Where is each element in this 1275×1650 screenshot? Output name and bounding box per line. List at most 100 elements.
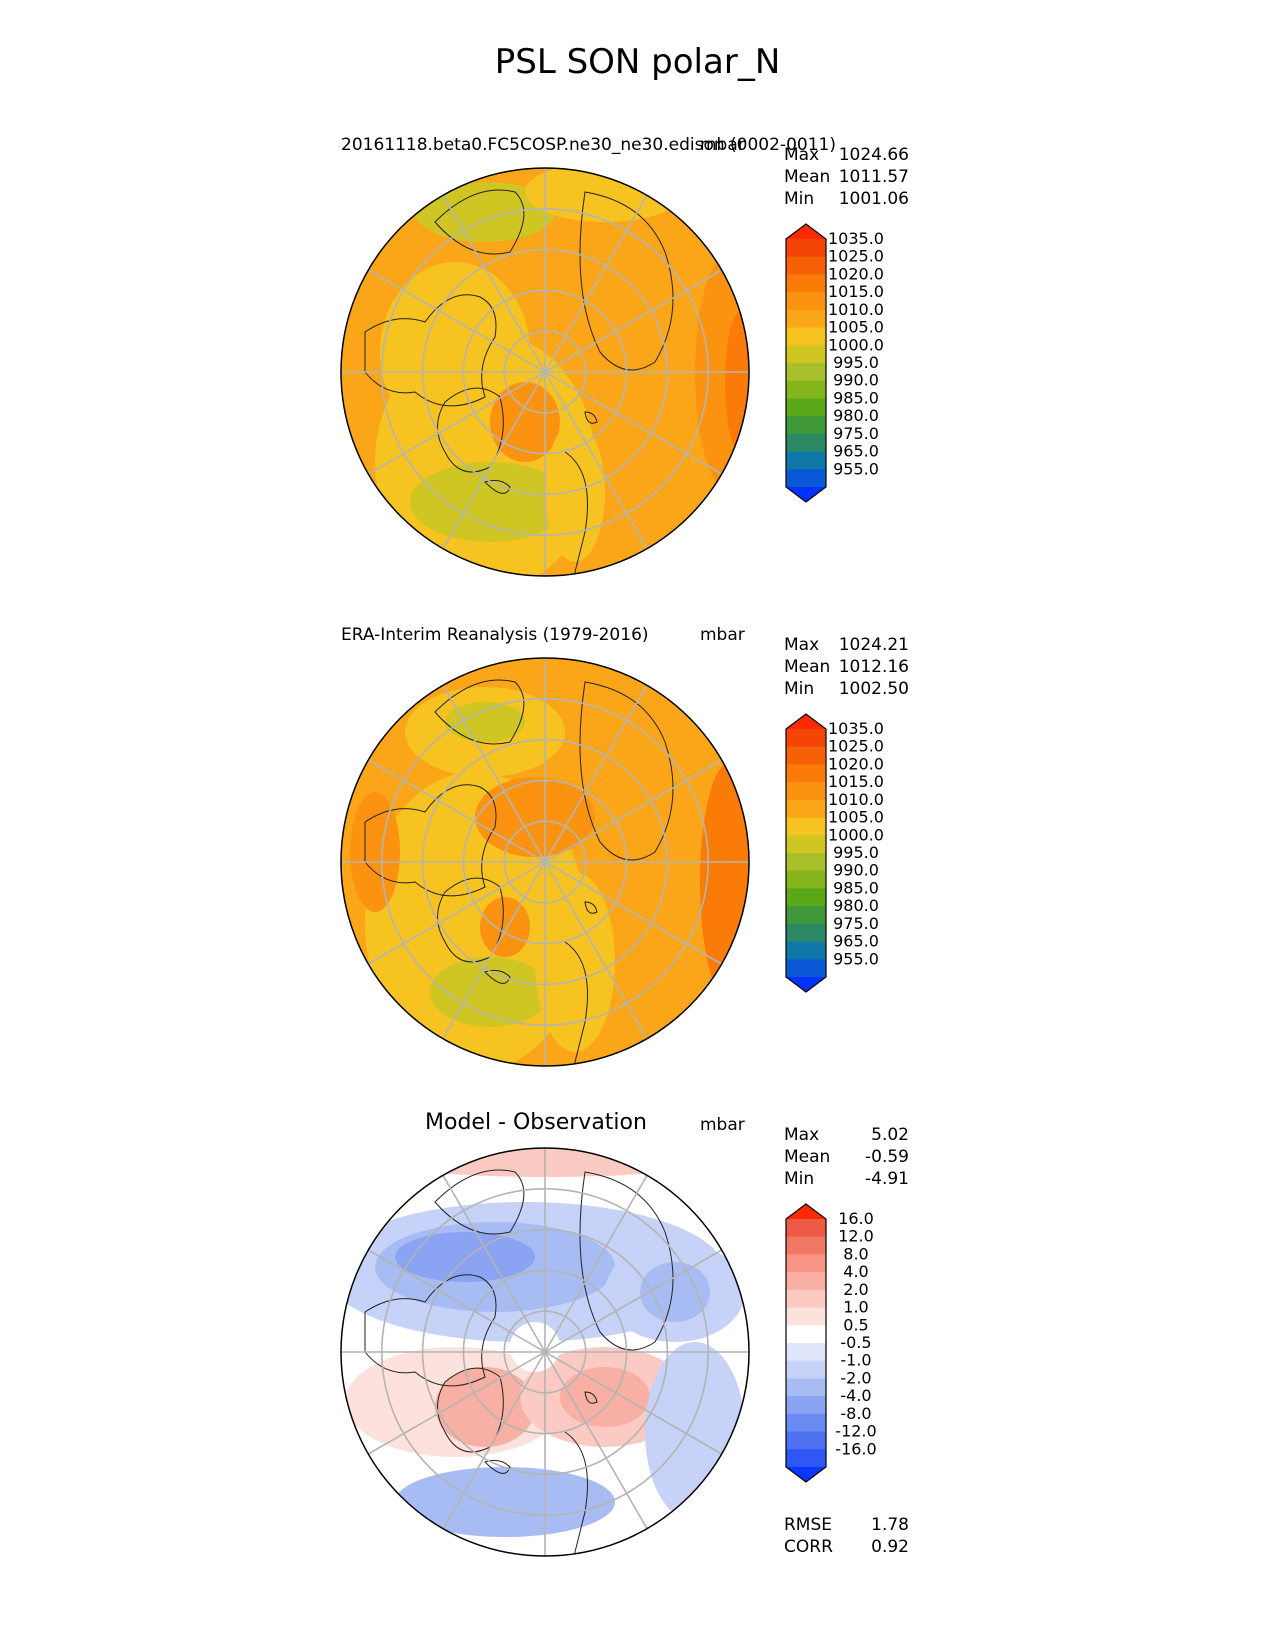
- difference-stats: Max 5.02 Mean -0.59 Min -4.91: [784, 1124, 909, 1190]
- difference-colorbar: -16.0-12.0-8.0-4.0-2.0-1.0-0.50.51.02.04…: [785, 1203, 877, 1483]
- colorbar-segment: [786, 380, 826, 399]
- colorbar-tick-label: 1035.0: [828, 719, 884, 738]
- colorbar-tick-label: 980.0: [833, 896, 879, 915]
- coastline-path: [564, 941, 588, 1066]
- model-panel-units: mbar: [700, 135, 745, 155]
- colorbar-segment: [786, 256, 826, 275]
- contour-region: [490, 382, 560, 462]
- map-boundary: [340, 1147, 750, 1557]
- observation-map: [340, 657, 750, 1067]
- colorbar-segment: [786, 398, 826, 417]
- colorbar-tick-label: 0.5: [843, 1315, 868, 1334]
- stat-max-label: Max: [784, 145, 820, 165]
- colorbar-tick-label: 1010.0: [828, 300, 884, 319]
- colorbar-outline: [785, 1203, 827, 1483]
- colorbar-segment: [786, 764, 826, 783]
- colorbar-segment: [786, 835, 826, 854]
- colorbar-segment: [786, 1254, 826, 1273]
- map-boundary: [340, 657, 750, 1067]
- colorbar-segment: [786, 1289, 826, 1309]
- colorbar-tick-label: 1025.0: [828, 737, 884, 756]
- stat-mean-label: Mean: [784, 1147, 831, 1167]
- colorbar-extend-max: [786, 224, 826, 239]
- contour-region: [545, 422, 605, 562]
- metric-corr-value: 0.92: [871, 1537, 909, 1557]
- colorbar-tick-label: 1005.0: [828, 318, 884, 337]
- map-boundary: [340, 167, 750, 577]
- colorbar-segment: [786, 817, 826, 836]
- contour-region: [640, 1262, 710, 1322]
- colorbar-extend-min: [786, 977, 826, 992]
- stat-min-value: 1001.06: [838, 189, 909, 209]
- metric-rmse-value: 1.78: [871, 1515, 909, 1535]
- contour-region: [445, 702, 525, 742]
- stat-max-value: 1024.21: [838, 635, 909, 655]
- observation-panel-title: ERA-Interim Reanalysis (1979-2016): [341, 625, 649, 645]
- observation-panel-units: mbar: [700, 625, 745, 645]
- coastline-path: [579, 681, 674, 861]
- colorbar-tick-label: -12.0: [835, 1422, 876, 1441]
- colorbar-extend-min: [786, 487, 826, 502]
- colorbar-segment: [786, 959, 826, 978]
- colorbar-segment: [786, 1307, 826, 1326]
- stat-min-value: -4.91: [865, 1169, 909, 1189]
- colorbar-tick-label: 990.0: [833, 371, 879, 390]
- colorbar-segment: [786, 1396, 826, 1415]
- stat-mean-value: 1011.57: [838, 167, 909, 187]
- colorbar-tick-label: 1005.0: [828, 808, 884, 827]
- coastlines: [364, 679, 674, 1066]
- stat-min-value: 1002.50: [838, 679, 909, 699]
- stat-max-label: Max: [784, 635, 820, 655]
- figure-title: PSL SON polar_N: [494, 42, 781, 82]
- colorbar-segment: [786, 941, 826, 960]
- difference-panel-title: Model - Observation: [425, 1110, 647, 1135]
- colorbar-tick-label: -8.0: [840, 1404, 871, 1423]
- colorbar-segment: [786, 870, 826, 889]
- coastline-path: [584, 1391, 598, 1404]
- colorbar-segment: [786, 853, 826, 872]
- stat-max-value: 5.02: [871, 1125, 909, 1145]
- stat-max-label: Max: [784, 1125, 820, 1145]
- colorbar-segment: [786, 416, 826, 435]
- stat-min-label: Min: [784, 189, 815, 209]
- colorbar-tick-label: 975.0: [833, 914, 879, 933]
- difference-metrics: RMSE 1.78 CORR 0.92: [784, 1514, 909, 1558]
- colorbar-tick-label: -2.0: [840, 1368, 871, 1387]
- colorbar-tick-label: 990.0: [833, 861, 879, 880]
- colorbar-tick-label: 995.0: [833, 843, 879, 862]
- model-panel-title: 20161118.beta0.FC5COSP.ne30_ne30.edison …: [341, 135, 836, 155]
- colorbar-tick-label: -16.0: [835, 1439, 876, 1458]
- colorbar-segment: [786, 1219, 826, 1238]
- coastline-path: [364, 294, 497, 407]
- coastline-path: [434, 1169, 525, 1235]
- coastline-path: [364, 1274, 497, 1387]
- stat-max-value: 1024.66: [838, 145, 909, 165]
- colorbar-tick-label: 965.0: [833, 932, 879, 951]
- colorbar-segment: [786, 327, 826, 346]
- contour-region: [560, 1367, 650, 1427]
- contour-region: [645, 1342, 745, 1522]
- colorbar-segment: [786, 906, 826, 925]
- field-layer: [341, 1148, 749, 1556]
- contour-region: [395, 1467, 615, 1537]
- colorbar-tick-label: 1015.0: [828, 772, 884, 791]
- colorbar-segment: [786, 746, 826, 765]
- observation-stats: Max 1024.21 Mean 1012.16 Min 1002.50: [784, 634, 909, 700]
- colorbar-tick-label: 1020.0: [828, 754, 884, 773]
- colorbar-outline: [785, 713, 827, 993]
- contour-region: [480, 897, 530, 957]
- colorbar-tick-label: 1035.0: [828, 229, 884, 248]
- coastline-path: [484, 969, 511, 984]
- coastline-path: [564, 1431, 588, 1556]
- stat-mean-label: Mean: [784, 657, 831, 677]
- difference-panel-units: mbar: [700, 1115, 745, 1135]
- coastline-path: [584, 411, 598, 424]
- contour-region: [415, 182, 555, 242]
- coastline-path: [434, 189, 525, 255]
- colorbar-tick-label: 1000.0: [828, 825, 884, 844]
- colorbar-segment: [786, 1431, 826, 1450]
- coastline-path: [579, 1171, 674, 1351]
- coastlines: [364, 1169, 674, 1556]
- observation-colorbar: 955.0965.0975.0980.0985.0990.0995.01000.…: [785, 713, 884, 993]
